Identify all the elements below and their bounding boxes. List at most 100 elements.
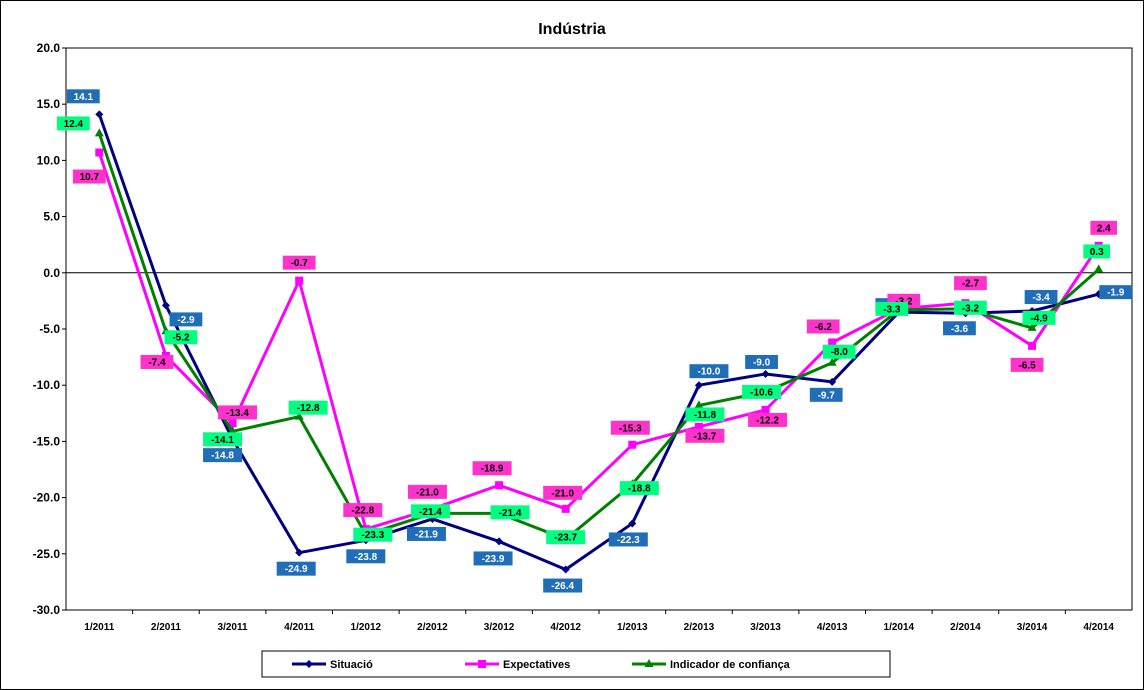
- data-point-triangle: [1027, 322, 1037, 331]
- x-tick-label: 4/2012: [550, 622, 581, 633]
- data-label: -0.7: [282, 255, 316, 270]
- data-label: -18.8: [619, 481, 659, 496]
- data-label-box: [56, 116, 90, 131]
- data-label-text: -23.3: [361, 530, 384, 541]
- data-label-text: -6.2: [815, 322, 833, 333]
- data-label-text: -7.4: [148, 357, 166, 368]
- data-label-text: 2.4: [1097, 223, 1111, 234]
- data-label: 12.4: [56, 116, 90, 131]
- x-tick-label: 1/2013: [617, 622, 648, 633]
- x-tick-label: 3/2012: [484, 622, 515, 633]
- data-label: -21.4: [410, 504, 450, 519]
- y-tick-label: -5.0: [39, 322, 60, 336]
- y-tick-label: -15.0: [33, 434, 61, 448]
- data-label-box: [689, 364, 729, 379]
- data-label: -11.8: [685, 407, 725, 422]
- data-point-square: [761, 405, 770, 414]
- data-label-box: [608, 532, 648, 547]
- data-label-text: -18.8: [628, 484, 651, 495]
- y-tick-label: 15.0: [37, 97, 61, 111]
- data-label: -26.4: [543, 578, 583, 593]
- data-label: -2.7: [954, 276, 987, 291]
- data-label-text: -5.2: [172, 333, 190, 344]
- x-tick-label: 2/2014: [950, 622, 981, 633]
- data-label: -15.3: [610, 420, 650, 435]
- y-tick-label: 10.0: [37, 153, 61, 167]
- data-label-text: -13.4: [226, 408, 249, 419]
- data-label-text: -14.8: [211, 451, 234, 462]
- data-label-text: -18.9: [481, 464, 504, 475]
- data-label-box: [543, 578, 583, 593]
- data-point-triangle: [644, 659, 654, 667]
- data-label-box: [1083, 244, 1110, 259]
- data-label-box: [1024, 290, 1058, 305]
- data-label-box: [288, 400, 328, 415]
- data-label: -23.9: [473, 551, 513, 566]
- data-label: -9.7: [809, 387, 843, 402]
- legend-label: Situació: [330, 659, 373, 671]
- data-label-text: -0.7: [291, 258, 309, 269]
- y-axis: 20.0 15.0 10.0 5.0 0.0 -5.0 -10.0 -15.0 -20.0 -25…: [33, 41, 66, 617]
- data-point-square: [495, 481, 504, 490]
- data-point-diamond: [561, 565, 570, 574]
- data-label: -22.8: [343, 503, 383, 518]
- data-label-text: -9.0: [753, 357, 771, 368]
- series-layer: [94, 110, 1104, 574]
- data-label-text: 12.4: [64, 119, 84, 130]
- data-label-text: -21.0: [416, 487, 439, 498]
- data-label-text: 10.7: [80, 172, 100, 183]
- data-label-text: -10.6: [750, 387, 773, 398]
- data-label-box: [806, 319, 840, 334]
- data-label-text: -24.9: [285, 564, 308, 575]
- data-label-box: [822, 344, 856, 359]
- data-label: 10.7: [72, 169, 106, 184]
- data-point-square: [295, 276, 304, 285]
- data-label-text: -3.2: [895, 296, 913, 307]
- data-label: 0.3: [1083, 244, 1110, 259]
- data-label-box: [276, 561, 316, 576]
- series-line: [97, 132, 1100, 541]
- data-label-text: -22.3: [617, 535, 640, 546]
- data-label: -13.7: [685, 428, 725, 443]
- y-tick-label: -20.0: [33, 491, 61, 505]
- data-label-box: [546, 530, 586, 545]
- data-point-square: [95, 148, 104, 157]
- data-point-square: [694, 422, 703, 431]
- x-tick-label: 2/2012: [417, 622, 448, 633]
- data-label-box: [169, 312, 203, 327]
- legend-label: Indicador de confiança: [670, 659, 791, 671]
- data-label: -14.8: [203, 448, 243, 463]
- data-label-text: -21.4: [419, 507, 442, 518]
- data-label: -14.1: [203, 432, 243, 447]
- data-point-square: [628, 440, 637, 449]
- data-label-text: -13.7: [694, 431, 717, 442]
- data-label-text: -10.0: [698, 367, 721, 378]
- data-point-triangle: [694, 400, 704, 409]
- data-label-box: [66, 89, 100, 104]
- x-tick-label: 3/2011: [218, 622, 248, 633]
- data-label-box: [473, 551, 513, 566]
- data-label: -6.2: [806, 319, 840, 334]
- x-tick-label: 4/2011: [284, 622, 314, 633]
- data-label-box: [406, 526, 446, 541]
- data-label-box: [343, 503, 383, 518]
- series-line: [97, 152, 1100, 531]
- data-label-text: -3.3: [883, 304, 901, 315]
- data-labels-layer: 14.1 -2.9 -14.8 -24.9 -23.8 -21.9 -23.9 -26.4 -2…: [56, 89, 1133, 593]
- data-label-text: -26.4: [551, 581, 574, 592]
- data-label: -3.6: [943, 321, 976, 336]
- data-label-text: -3.6: [951, 324, 969, 335]
- data-label-box: [685, 407, 725, 422]
- data-label-text: -21.9: [415, 529, 438, 540]
- y-tick-label: 0.0: [43, 266, 60, 280]
- data-point-diamond: [305, 660, 313, 668]
- y-tick-label: -30.0: [33, 603, 61, 617]
- data-label: -21.0: [543, 485, 583, 500]
- data-label-text: -12.2: [756, 415, 779, 426]
- data-point-square: [478, 660, 486, 668]
- data-label: -3.4: [1024, 290, 1058, 305]
- legend-box: [261, 650, 891, 678]
- data-label-box: [1022, 310, 1056, 325]
- data-label-text: -15.3: [619, 423, 642, 434]
